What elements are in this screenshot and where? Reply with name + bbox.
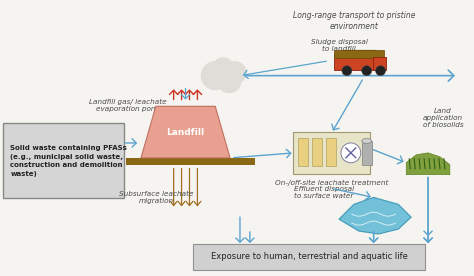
Text: Long-range transport to pristine
environment: Long-range transport to pristine environ… — [292, 12, 415, 31]
Circle shape — [375, 66, 385, 76]
FancyBboxPatch shape — [126, 158, 255, 165]
Ellipse shape — [362, 139, 372, 144]
Wedge shape — [341, 50, 376, 68]
Text: Exposure to human, terrestrial and aquatic life: Exposure to human, terrestrial and aquat… — [211, 252, 408, 261]
Text: Landfill gas/ leachate
evaporation pond: Landfill gas/ leachate evaporation pond — [89, 99, 167, 112]
Circle shape — [201, 62, 229, 89]
Circle shape — [341, 143, 361, 163]
Text: Landfill: Landfill — [166, 128, 205, 137]
Polygon shape — [406, 153, 450, 175]
Bar — [334, 54, 374, 70]
Bar — [298, 138, 308, 166]
Text: Effluent disposal
to surface water: Effluent disposal to surface water — [294, 186, 354, 199]
Text: Solid waste containing PFASs
(e.g., municipal solid waste,
construction and demo: Solid waste containing PFASs (e.g., muni… — [10, 145, 127, 177]
Bar — [312, 138, 322, 166]
FancyBboxPatch shape — [293, 132, 370, 174]
Bar — [373, 57, 386, 70]
Bar — [326, 138, 336, 166]
Text: On-/off-site leachate treatment: On-/off-site leachate treatment — [275, 179, 388, 185]
Text: Land
application
of biosolids: Land application of biosolids — [423, 108, 463, 128]
Polygon shape — [141, 106, 230, 158]
Text: Subsurface leachate
migration: Subsurface leachate migration — [118, 191, 193, 204]
FancyBboxPatch shape — [193, 244, 425, 270]
Bar — [362, 141, 372, 165]
Circle shape — [217, 69, 241, 92]
Circle shape — [213, 58, 233, 78]
Circle shape — [362, 66, 372, 76]
Circle shape — [342, 66, 352, 76]
FancyBboxPatch shape — [3, 123, 124, 198]
Circle shape — [224, 62, 246, 84]
Text: Sludge disposal
to landfill: Sludge disposal to landfill — [310, 39, 367, 52]
Polygon shape — [339, 197, 411, 234]
Bar — [334, 50, 383, 58]
